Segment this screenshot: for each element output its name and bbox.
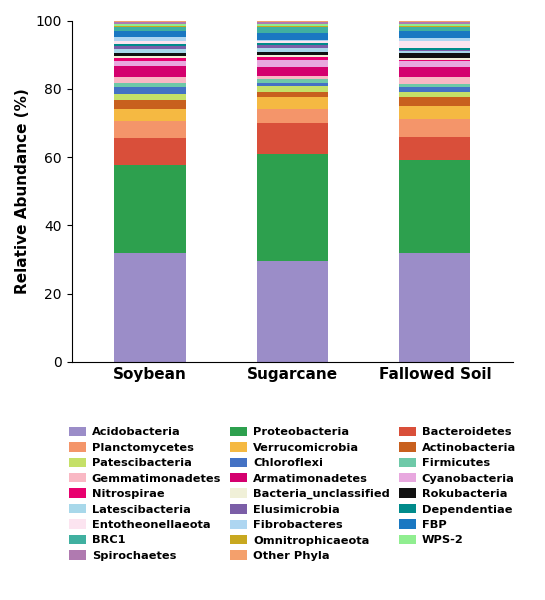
Bar bbox=[114, 137, 186, 165]
Bar bbox=[257, 26, 328, 28]
Bar bbox=[399, 92, 470, 97]
Bar bbox=[257, 86, 328, 92]
Bar bbox=[114, 24, 186, 26]
Bar bbox=[399, 83, 470, 87]
Bar bbox=[257, 76, 328, 79]
Bar bbox=[257, 28, 328, 32]
Bar bbox=[399, 58, 470, 60]
Bar bbox=[257, 79, 328, 83]
Bar bbox=[114, 67, 186, 77]
Bar bbox=[114, 165, 186, 253]
Bar bbox=[257, 24, 328, 26]
Bar bbox=[114, 77, 186, 83]
Bar bbox=[114, 121, 186, 137]
Bar bbox=[114, 58, 186, 61]
Bar bbox=[114, 49, 186, 53]
Bar bbox=[399, 24, 470, 26]
Bar bbox=[399, 87, 470, 92]
Bar bbox=[257, 55, 328, 57]
Bar bbox=[257, 83, 328, 86]
Bar bbox=[257, 40, 328, 41]
Legend: Acidobacteria, Planctomycetes, Patescibacteria, Gemmatimonadetes, Nitrospirae, L: Acidobacteria, Planctomycetes, Patesciba… bbox=[64, 422, 520, 566]
Bar bbox=[399, 41, 470, 48]
Bar bbox=[114, 20, 186, 22]
Bar bbox=[257, 22, 328, 24]
Bar bbox=[399, 53, 470, 58]
Bar bbox=[257, 41, 328, 43]
Bar bbox=[114, 94, 186, 100]
Bar bbox=[257, 97, 328, 109]
Bar bbox=[399, 160, 470, 253]
Bar bbox=[257, 123, 328, 154]
Bar bbox=[257, 43, 328, 45]
Bar bbox=[114, 109, 186, 121]
Bar bbox=[114, 87, 186, 94]
Bar bbox=[257, 20, 328, 22]
Bar bbox=[399, 28, 470, 31]
Bar bbox=[114, 53, 186, 56]
Bar bbox=[399, 22, 470, 24]
Bar bbox=[399, 119, 470, 137]
Y-axis label: Relative Abundance (%): Relative Abundance (%) bbox=[15, 88, 30, 294]
Bar bbox=[399, 20, 470, 22]
Bar bbox=[257, 154, 328, 262]
Bar bbox=[257, 109, 328, 123]
Bar bbox=[114, 31, 186, 37]
Bar bbox=[257, 262, 328, 362]
Bar bbox=[257, 48, 328, 52]
Bar bbox=[114, 26, 186, 27]
Bar bbox=[399, 67, 470, 77]
Bar bbox=[114, 46, 186, 49]
Bar bbox=[257, 67, 328, 76]
Bar bbox=[399, 31, 470, 38]
Bar bbox=[399, 77, 470, 83]
Bar bbox=[399, 51, 470, 53]
Bar bbox=[114, 37, 186, 41]
Bar bbox=[114, 56, 186, 58]
Bar bbox=[114, 253, 186, 362]
Bar bbox=[257, 61, 328, 67]
Bar bbox=[257, 92, 328, 97]
Bar bbox=[114, 44, 186, 46]
Bar bbox=[114, 100, 186, 109]
Bar bbox=[399, 137, 470, 160]
Bar bbox=[114, 41, 186, 44]
Bar bbox=[399, 106, 470, 119]
Bar bbox=[114, 61, 186, 67]
Bar bbox=[257, 32, 328, 40]
Bar bbox=[399, 97, 470, 106]
Bar bbox=[114, 22, 186, 24]
Bar bbox=[399, 60, 470, 61]
Bar bbox=[257, 45, 328, 48]
Bar bbox=[114, 83, 186, 87]
Bar bbox=[399, 61, 470, 67]
Bar bbox=[399, 50, 470, 51]
Bar bbox=[399, 26, 470, 28]
Bar bbox=[399, 253, 470, 362]
Bar bbox=[257, 52, 328, 55]
Bar bbox=[399, 48, 470, 50]
Bar bbox=[114, 27, 186, 31]
Bar bbox=[399, 38, 470, 41]
Bar bbox=[257, 57, 328, 61]
